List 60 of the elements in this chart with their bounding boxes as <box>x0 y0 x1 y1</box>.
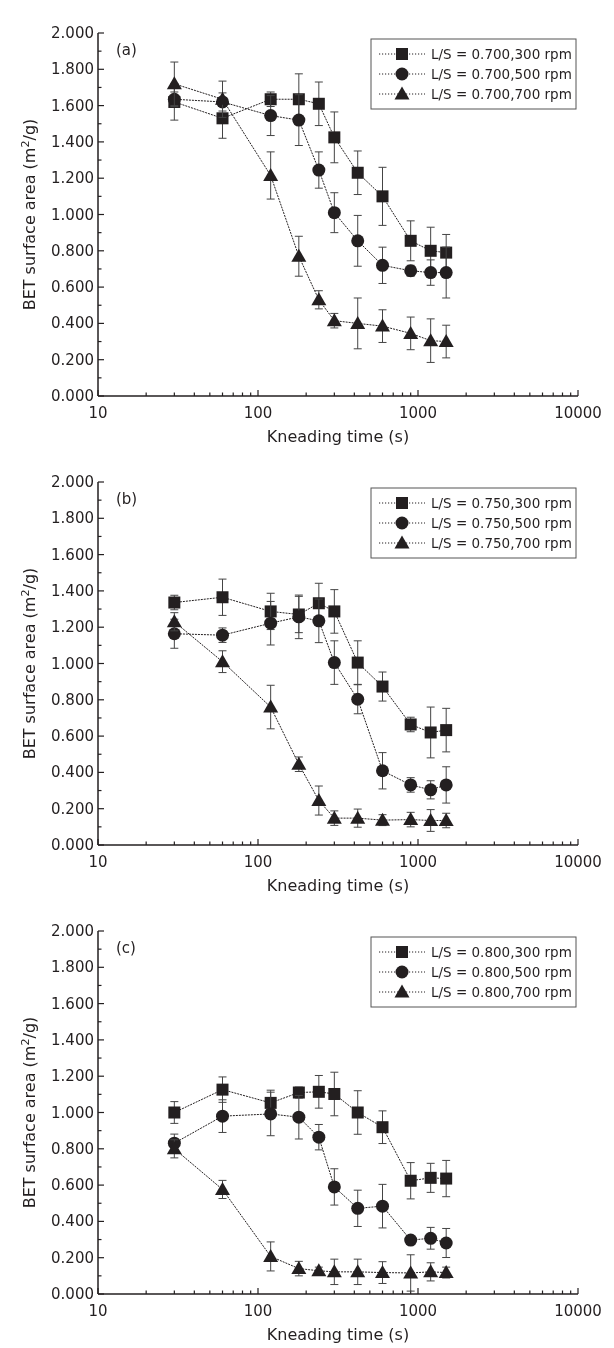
x-tick-label: 10 <box>88 404 108 422</box>
legend-label: L/S = 0.750,500 rpm <box>431 515 572 531</box>
y-tick-label: 1.600 <box>51 545 94 564</box>
x-tick-label: 100 <box>243 853 273 871</box>
x-axis-title: Kneading time (s) <box>266 427 410 446</box>
annotation: (b) <box>116 490 138 508</box>
x-tick-label: 10 <box>88 853 108 871</box>
y-tick-label: 0.000 <box>51 836 94 854</box>
y-tick-label: 0.200 <box>51 350 94 369</box>
y-tick-label: 0.000 <box>51 1285 94 1303</box>
legend-label: L/S = 0.700,300 rpm <box>431 46 572 62</box>
legend-label: L/S = 0.800,500 rpm <box>431 964 572 980</box>
y-tick-label: 0.200 <box>51 1248 94 1267</box>
x-tick-label: 1000 <box>398 404 438 422</box>
y-tick-label: 1.800 <box>51 60 94 79</box>
legend-label: L/S = 0.750,300 rpm <box>431 495 572 511</box>
x-tick-label: 10000 <box>554 853 602 871</box>
y-tick-label: 0.000 <box>51 387 94 405</box>
x-tick-label: 10000 <box>554 1302 602 1320</box>
legend-label: L/S = 0.800,700 rpm <box>431 984 572 1000</box>
y-tick-label: 0.800 <box>51 241 94 260</box>
legend-label: L/S = 0.750,700 rpm <box>431 535 572 551</box>
x-tick-label: 1000 <box>398 1302 438 1320</box>
y-tick-label: 1.000 <box>51 654 94 673</box>
x-tick-label: 10 <box>88 1302 108 1320</box>
y-tick-label: 1.600 <box>51 96 94 115</box>
y-tick-label: 1.200 <box>51 169 94 188</box>
y-tick-label: 0.400 <box>51 314 94 333</box>
x-tick-label: 100 <box>243 1302 273 1320</box>
x-tick-label: 10000 <box>554 404 602 422</box>
y-tick-label: 0.400 <box>51 763 94 782</box>
y-tick-label: 0.600 <box>51 278 94 297</box>
y-tick-label: 0.200 <box>51 799 94 818</box>
x-axis-title: Kneading time (s) <box>266 1325 410 1344</box>
y-tick-label: 1.400 <box>51 1030 94 1049</box>
y-tick-label: 1.000 <box>51 205 94 224</box>
y-tick-label: 2.000 <box>51 922 94 940</box>
legend-label: L/S = 0.700,700 rpm <box>431 86 572 102</box>
y-tick-label: 1.400 <box>51 132 94 151</box>
annotation: (a) <box>116 41 137 59</box>
y-tick-label: 0.400 <box>51 1212 94 1231</box>
legend-label: L/S = 0.800,300 rpm <box>431 944 572 960</box>
annotation: (c) <box>116 939 136 957</box>
y-tick-label: 1.000 <box>51 1103 94 1122</box>
y-tick-label: 1.200 <box>51 1067 94 1086</box>
y-tick-label: 1.200 <box>51 618 94 637</box>
x-tick-label: 100 <box>243 404 273 422</box>
y-tick-label: 1.400 <box>51 581 94 600</box>
y-tick-label: 1.800 <box>51 509 94 528</box>
legend-label: L/S = 0.700,500 rpm <box>431 66 572 82</box>
y-tick-label: 0.600 <box>51 727 94 746</box>
y-tick-label: 2.000 <box>51 24 94 42</box>
y-tick-label: 0.800 <box>51 1139 94 1158</box>
y-tick-label: 0.600 <box>51 1176 94 1195</box>
y-tick-label: 0.800 <box>51 690 94 709</box>
y-tick-label: 2.000 <box>51 473 94 491</box>
x-axis-title: Kneading time (s) <box>266 876 410 895</box>
y-tick-label: 1.800 <box>51 958 94 977</box>
x-tick-label: 1000 <box>398 853 438 871</box>
y-tick-label: 1.600 <box>51 994 94 1013</box>
